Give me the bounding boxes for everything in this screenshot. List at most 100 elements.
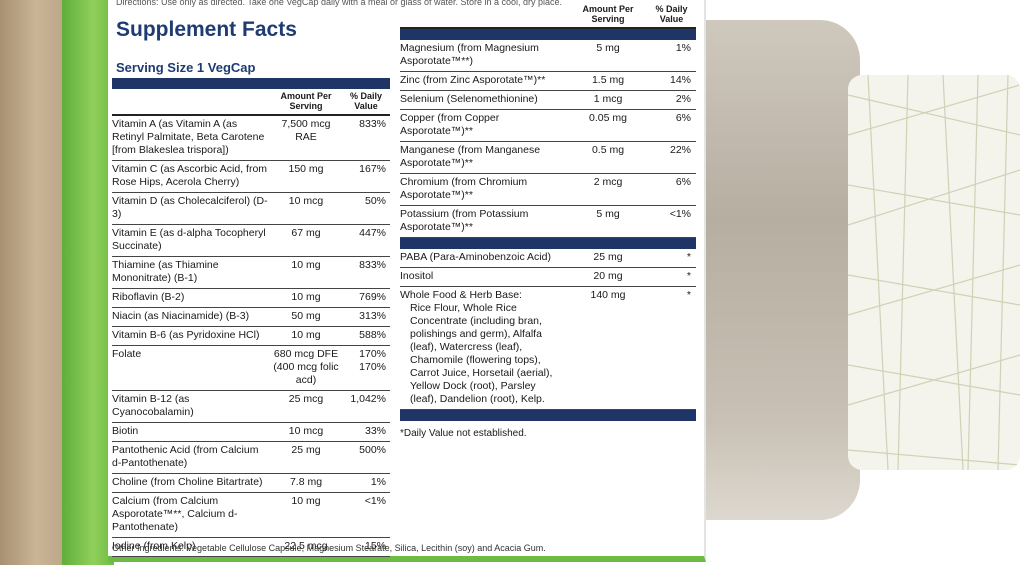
nutrient-name: Magnesium (from Magnesium Asporotate™**)	[400, 42, 539, 67]
right-rows: Magnesium (from Magnesium Asporotate™**)…	[400, 29, 696, 421]
nutrient-dv: <1%	[669, 208, 691, 220]
nutrient-name: Chromium (from Chromium Asporotate™)**	[400, 176, 528, 201]
nutrient-dv: 167%	[359, 163, 386, 175]
nutrient-amount: 10 mg	[291, 291, 321, 303]
nutrient-row: Whole Food & Herb Base: 140 mg * Rice Flour…	[400, 287, 696, 410]
nutrient-amount: 10 mg	[291, 495, 321, 507]
nutrient-dv: 447%	[359, 227, 386, 239]
nutrient-name: Vitamin A (as Vitamin A (as Retinyl Palm…	[112, 118, 265, 156]
nutrient-amount: 7,500 mcg RAE	[281, 118, 331, 143]
nutrient-name: Manganese (from Manganese Asporotate™)**	[400, 144, 541, 169]
nutrient-amount: 0.5 mg	[591, 144, 625, 156]
nutrient-dv: 2%	[675, 93, 691, 105]
nutrient-dv: 1%	[675, 42, 691, 54]
divider-bar	[400, 238, 696, 249]
nutrient-details: Rice Flour, Whole Rice Concentrate (incl…	[410, 302, 553, 405]
nutrient-dv: 833%	[359, 118, 386, 130]
nutrient-amount: 680 mcg DFE (400 mcg folic acd)	[270, 348, 342, 387]
nutrient-dv: 6%	[675, 176, 691, 188]
nutrient-name: Niacin (as Niacinamide) (B-3)	[112, 310, 250, 322]
nutrient-amount: 5 mg	[596, 42, 620, 54]
nutrient-name: Vitamin B-12 (as Cyanocobalamin)	[112, 393, 194, 418]
nutrient-row: Vitamin D (as Cholecalciferol) (D-3) 10 m…	[112, 193, 390, 225]
nutrient-row: Folate 680 mcg DFE (400 mcg folic acd) 170%…	[112, 346, 390, 391]
nutrient-row: Riboflavin (B-2) 10 mg 769%	[112, 289, 390, 308]
nutrient-name: Potassium (from Potassium Asporotate™)**	[400, 208, 529, 233]
nutrient-name: Vitamin C (as Ascorbic Acid, from Rose H…	[112, 163, 268, 188]
amount-header: Amount Per Serving	[582, 4, 634, 24]
nutrient-amount: 67 mg	[291, 227, 321, 239]
nutrient-dv: 33%	[364, 425, 386, 437]
nutrient-dv: 6%	[675, 112, 691, 124]
footnote: *Daily Value not established.	[400, 428, 527, 439]
other-ingredients: Other Ingredients: Vegetable Cellulose C…	[112, 543, 546, 553]
nutrient-name: Folate	[112, 348, 142, 360]
nutrient-dv: 313%	[359, 310, 386, 322]
nutrient-amount: 150 mg	[288, 163, 324, 175]
nutrient-amount-line: (400 mcg folic acd)	[273, 361, 339, 386]
nutrient-dv: *	[686, 251, 691, 263]
nutrient-dv: 22%	[669, 144, 691, 156]
nutrient-row: Niacin (as Niacinamide) (B-3) 50 mg 313%	[112, 308, 390, 327]
nutrient-amount: 1.5 mg	[591, 74, 625, 86]
nutrient-row: Choline (from Choline Bitartrate) 7.8 mg 1…	[112, 474, 390, 493]
nutrient-name: PABA (Para-Aminobenzoic Acid)	[400, 251, 551, 263]
nutrient-amount: 10 mcg	[288, 425, 324, 437]
nutrient-dv: 500%	[359, 444, 386, 456]
nutrient-name: Riboflavin (B-2)	[112, 291, 185, 303]
nutrient-row: Vitamin B-6 (as Pyridoxine HCl) 10 mg 588%	[112, 327, 390, 346]
nutrient-row: Thiamine (as Thiamine Mononitrate) (B-1)…	[112, 257, 390, 289]
nutrient-amount: 1 mcg	[593, 93, 623, 105]
serving-size: Serving Size 1 VegCap	[116, 60, 256, 75]
nutrient-name: Choline (from Choline Bitartrate)	[112, 476, 263, 488]
right-column: Amount Per Serving % Daily Value Magnesi…	[400, 2, 696, 440]
nutrient-dv: *	[686, 270, 691, 282]
nutrient-amount: 50 mg	[291, 310, 321, 322]
divider-bar	[400, 29, 696, 40]
nutrient-row: Copper (from Copper Asporotate™)** 0.05 m…	[400, 110, 696, 142]
nutrient-row: Potassium (from Potassium Asporotate™)**…	[400, 206, 696, 238]
nutrient-name: Pantothenic Acid (from Calcium d-Pantoth…	[112, 444, 259, 469]
nutrient-name: Biotin	[112, 425, 139, 437]
divider-bar	[400, 410, 696, 421]
nutrient-amount: 20 mg	[593, 270, 623, 282]
nutrient-row: PABA (Para-Aminobenzoic Acid) 25 mg *	[400, 249, 696, 268]
nutrient-row: Vitamin E (as d-alpha Tocopheryl Succina…	[112, 225, 390, 257]
nutrient-row: Calcium (from Calcium Asporotate™**, Cal…	[112, 493, 390, 538]
left-column: Amount Per Serving % Daily Value Vitamin…	[112, 78, 390, 557]
nutrient-amount: 0.05 mg	[589, 112, 627, 124]
nutrient-dv: 14%	[669, 74, 691, 86]
nutrient-name: Vitamin E (as d-alpha Tocopheryl Succina…	[112, 227, 266, 252]
nutrient-dv: 170% 170%	[342, 348, 390, 387]
nutrient-row: Chromium (from Chromium Asporotate™)** 2 …	[400, 174, 696, 206]
nutrient-row: Biotin 10 mcg 33%	[112, 423, 390, 442]
header-row: Amount Per Serving % Daily Value	[112, 89, 390, 116]
nutrient-row: Vitamin A (as Vitamin A (as Retinyl Palm…	[112, 116, 390, 161]
nutrient-dv-line: 170%	[359, 361, 386, 373]
nutrient-row: Magnesium (from Magnesium Asporotate™**)…	[400, 40, 696, 72]
nutrient-name: Calcium (from Calcium Asporotate™**, Cal…	[112, 495, 238, 533]
nutrient-amount: 10 mg	[291, 329, 321, 341]
nutrient-name: Zinc (from Zinc Asporotate™)**	[400, 74, 546, 86]
nutrient-dv: 769%	[359, 291, 386, 303]
nutrient-amount: 140 mg	[590, 289, 626, 301]
nutrient-name: Selenium (Selenomethionine)	[400, 93, 538, 105]
nutrient-dv: 1%	[370, 476, 386, 488]
nutrient-dv: 15%	[364, 540, 386, 552]
left-rows: Vitamin A (as Vitamin A (as Retinyl Palm…	[112, 116, 390, 557]
supplement-label: Directions: Use only as directed. Take o…	[108, 0, 706, 562]
nutrient-row: Pantothenic Acid (from Calcium d-Pantoth…	[112, 442, 390, 474]
dv-header: % Daily Value	[349, 91, 382, 111]
nutrient-name: Vitamin B-6 (as Pyridoxine HCl)	[112, 329, 260, 341]
header-row: Amount Per Serving % Daily Value	[400, 2, 696, 29]
bottle-cap	[848, 75, 1020, 470]
nutrient-dv: *	[686, 289, 691, 301]
nutrient-row: Zinc (from Zinc Asporotate™)** 1.5 mg 14%	[400, 72, 696, 91]
nutrient-row: Vitamin C (as Ascorbic Acid, from Rose H…	[112, 161, 390, 193]
nutrient-row: Inositol 20 mg *	[400, 268, 696, 287]
nutrient-name: Thiamine (as Thiamine Mononitrate) (B-1)	[112, 259, 219, 284]
nutrient-amount: 22.5 mcg	[284, 540, 328, 552]
divider-bar	[112, 78, 390, 89]
nutrient-dv: 1,042%	[350, 393, 386, 405]
